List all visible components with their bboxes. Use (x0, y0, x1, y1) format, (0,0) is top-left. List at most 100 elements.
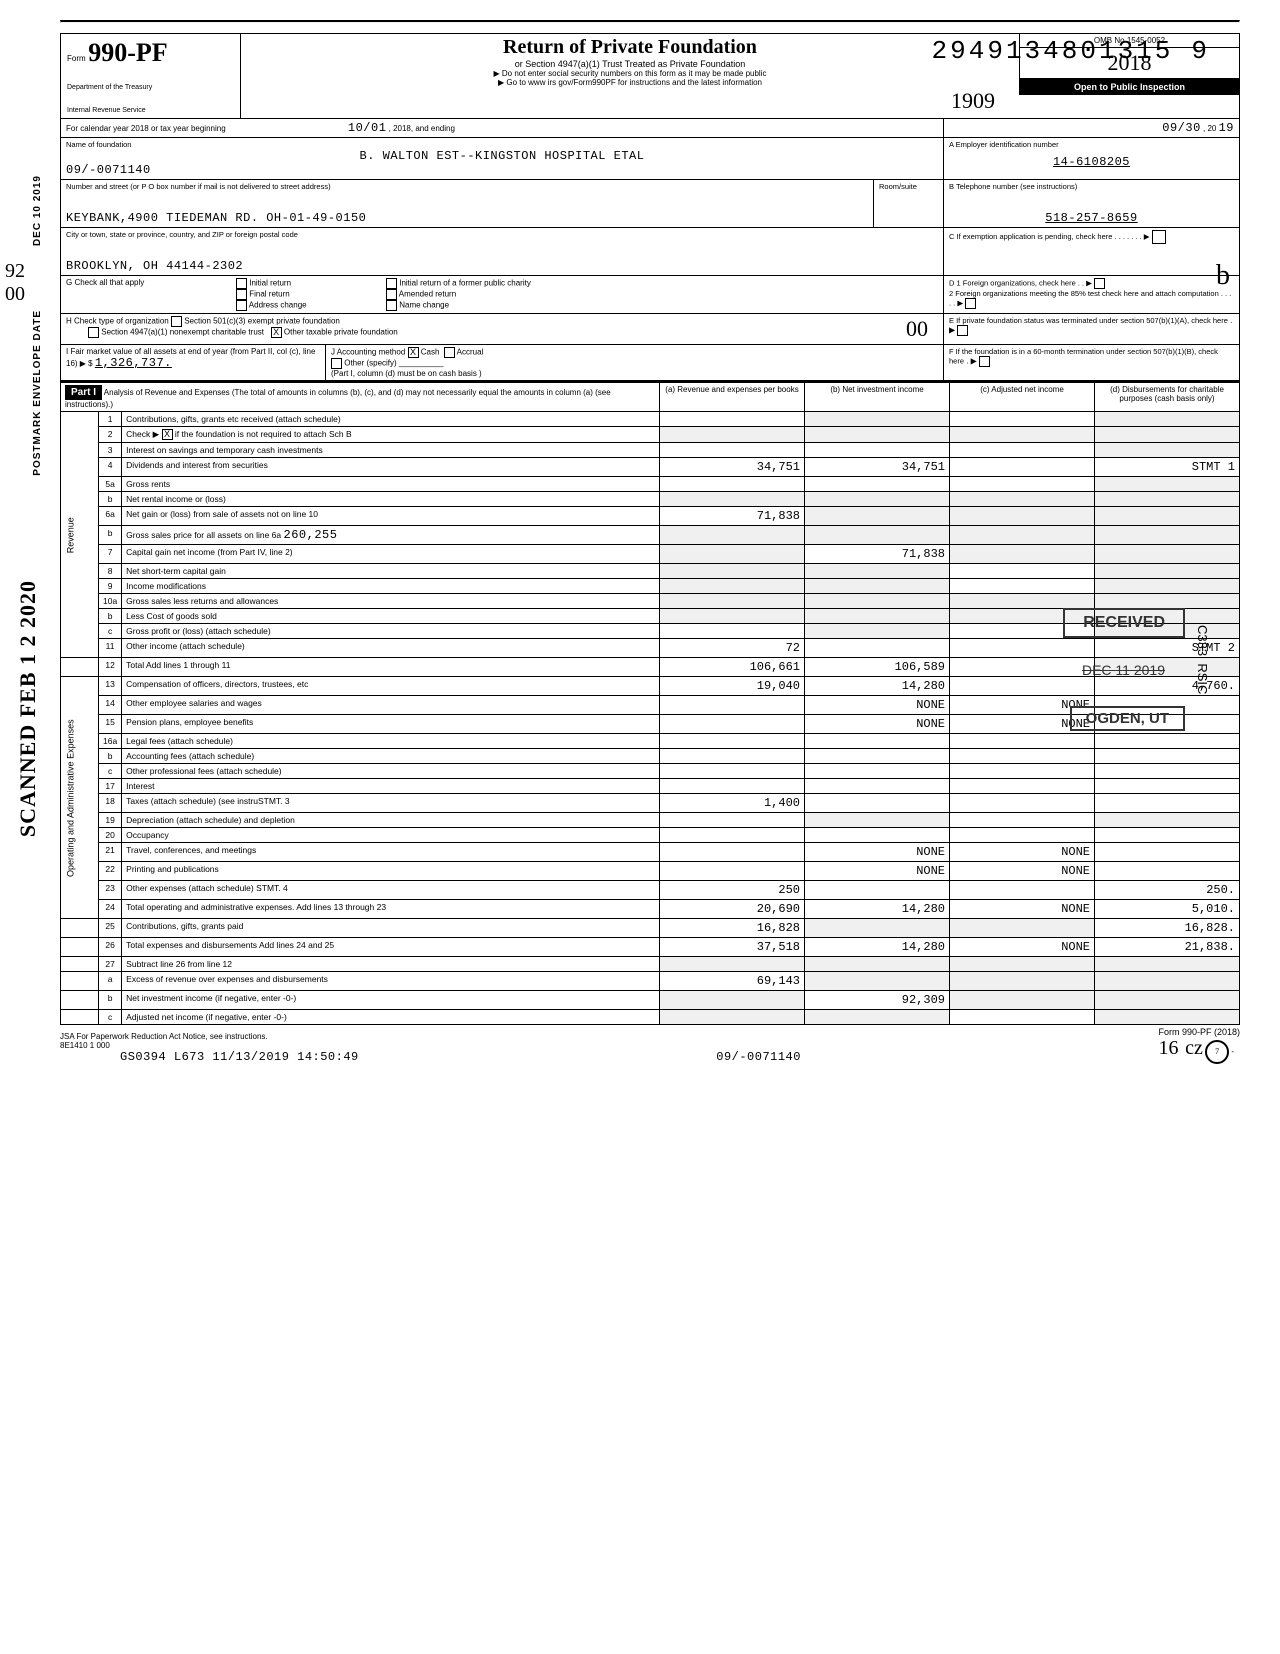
foundation-name: B. WALTON EST--KINGSTON HOSPITAL ETAL (66, 149, 938, 163)
chk-d2[interactable] (965, 298, 976, 309)
ein-label: A Employer identification number (949, 140, 1234, 149)
chk-4947[interactable] (88, 327, 99, 338)
opt-name: Name change (399, 301, 449, 310)
v-4d: STMT 1 (1095, 458, 1240, 477)
city-label: City or town, state or province, country… (66, 230, 938, 239)
v-21c: NONE (950, 843, 1095, 862)
opt-final: Final return (249, 290, 289, 299)
foot-form: Form 990-PF (2018) (1158, 1027, 1240, 1037)
chk-e[interactable] (957, 325, 968, 336)
chk-other-tax[interactable]: X (271, 327, 282, 338)
cursive-1909: 1909 (951, 88, 995, 114)
chk-accrual[interactable] (444, 347, 455, 358)
foundation-sub: 09/-0071140 (66, 163, 938, 177)
row-6b: Gross sales price for all assets on line… (122, 526, 660, 545)
stamp-vert: C333 RSIC (1195, 625, 1210, 694)
irs-label: Internal Revenue Service (67, 107, 234, 114)
dept-treasury: Department of the Treasury (67, 84, 234, 91)
scanned-label: SCANNED FEB 1 2 2020 (15, 580, 40, 837)
chk-cash[interactable]: X (408, 347, 419, 358)
chk-name[interactable] (386, 300, 397, 311)
received-date-stamp: DEC 11 2019 (1082, 662, 1165, 678)
box-c: C If exemption application is pending, c… (949, 230, 1234, 244)
form-word: Form (67, 54, 86, 63)
col-a-header: (a) Revenue and expenses per books (660, 383, 805, 412)
foot-mid: 09/-0071140 (716, 1050, 801, 1064)
received-stamp: RECEIVED (1063, 608, 1185, 638)
col-c-header: (c) Adjusted net income (950, 383, 1095, 412)
chk-initial[interactable] (236, 278, 247, 289)
period-begin: 10/01 (348, 121, 387, 135)
row-5a: Gross rents (122, 477, 660, 492)
row-27: Subtract line 26 from line 12 (122, 957, 660, 972)
scanned-side-text: SCANNED FEB 1 2 2020 (15, 580, 41, 837)
subtitle-1: or Section 4947(a)(1) Trust Treated as P… (249, 59, 1011, 69)
subtitle-2: ▶ Do not enter social security numbers o… (249, 69, 1011, 78)
chk-former[interactable] (386, 278, 397, 289)
opt-address: Address change (249, 301, 307, 310)
box-e: E If private foundation status was termi… (944, 314, 1239, 345)
pen-zero: 00 (906, 316, 928, 342)
row-20: Occupancy (122, 828, 660, 843)
chk-d1[interactable] (1094, 278, 1105, 289)
form-title-block: Return of Private Foundation or Section … (241, 34, 1019, 89)
v-24c: NONE (950, 900, 1095, 919)
chk-amended[interactable] (386, 289, 397, 300)
row-10c: Gross profit or (loss) (attach schedule) (122, 624, 660, 639)
v-13a: 19,040 (660, 677, 805, 696)
open-inspection: Open to Public Inspection (1020, 79, 1239, 95)
subtitle-3: ▶ Go to www irs gov/Form990PF for instru… (249, 78, 1011, 87)
fmv-value: 1,326,737. (95, 356, 172, 370)
chk-schb[interactable]: X (162, 429, 173, 440)
part1-tag: Part I (65, 385, 102, 400)
document-locator-number: 29491348013159 (932, 36, 1210, 66)
ein-value: 14-6108205 (949, 155, 1234, 169)
form-id-block: Form 990-PF Department of the Treasury I… (61, 34, 241, 118)
taxpayer-info: For calendar year 2018 or tax year begin… (60, 119, 1240, 382)
note-cash-basis: (Part I, column (d) must be on cash basi… (331, 369, 482, 378)
v-24a: 20,690 (660, 900, 805, 919)
chk-address[interactable] (236, 300, 247, 311)
tel-value: 518-257-8659 (949, 211, 1234, 225)
row-3: Interest on savings and temporary cash i… (122, 443, 660, 458)
col-d-header: (d) Disbursements for charitable purpose… (1095, 383, 1240, 412)
row-16c: Other professional fees (attach schedule… (122, 764, 660, 779)
name-label: Name of foundation (66, 140, 938, 149)
opt-accrual: Accrual (457, 348, 484, 357)
part1-title: Analysis of Revenue and Expenses (The to… (65, 388, 611, 409)
box-c-check[interactable] (1152, 230, 1166, 244)
v-26c: NONE (950, 938, 1095, 957)
chk-final[interactable] (236, 289, 247, 300)
col-b-header: (b) Net investment income (805, 383, 950, 412)
code-8e: 8E1410 1 000 (60, 1041, 359, 1050)
form-number: 990-PF (88, 38, 167, 67)
v-24d: 5,010. (1095, 900, 1240, 919)
v-13b: 14,280 (805, 677, 950, 696)
row-5b: Net rental income or (loss) (122, 492, 660, 507)
v-22b: NONE (805, 862, 950, 881)
row-13: Compensation of officers, directors, tru… (122, 677, 660, 696)
opt-501c3: Section 501(c)(3) exempt private foundat… (184, 317, 340, 326)
row-10b: Less Cost of goods sold (122, 609, 660, 624)
v-26d: 21,838. (1095, 938, 1240, 957)
box-d2: 2 Foreign organizations meeting the 85% … (949, 289, 1234, 309)
v-26b: 14,280 (805, 938, 950, 957)
v-7b: 71,838 (805, 545, 950, 564)
v-22c: NONE (950, 862, 1095, 881)
chk-501c3[interactable] (171, 316, 182, 327)
opt-former: Initial return of a former public charit… (399, 279, 531, 288)
row-2: Check ▶ X if the foundation is not requi… (122, 427, 660, 443)
chk-other-acct[interactable] (331, 358, 342, 369)
city-value: BROOKLYN, OH 44144-2302 (66, 259, 938, 273)
period-end: 09/30 (1162, 121, 1201, 135)
row-18: Taxes (attach schedule) (see instruSTMT.… (122, 794, 660, 813)
v-12b: 106,589 (805, 658, 950, 677)
addr-label: Number and street (or P O box number if … (66, 182, 868, 191)
row-27c: Adjusted net income (if negative, enter … (122, 1010, 660, 1025)
row-1: Contributions, gifts, grants etc receive… (122, 412, 660, 427)
chk-f[interactable] (979, 356, 990, 367)
cal-end2: , 20 (1203, 124, 1216, 133)
row-14: Other employee salaries and wages (122, 696, 660, 715)
pen-cz: cz (1185, 1037, 1203, 1059)
row-26: Total expenses and disbursements Add lin… (122, 938, 660, 957)
